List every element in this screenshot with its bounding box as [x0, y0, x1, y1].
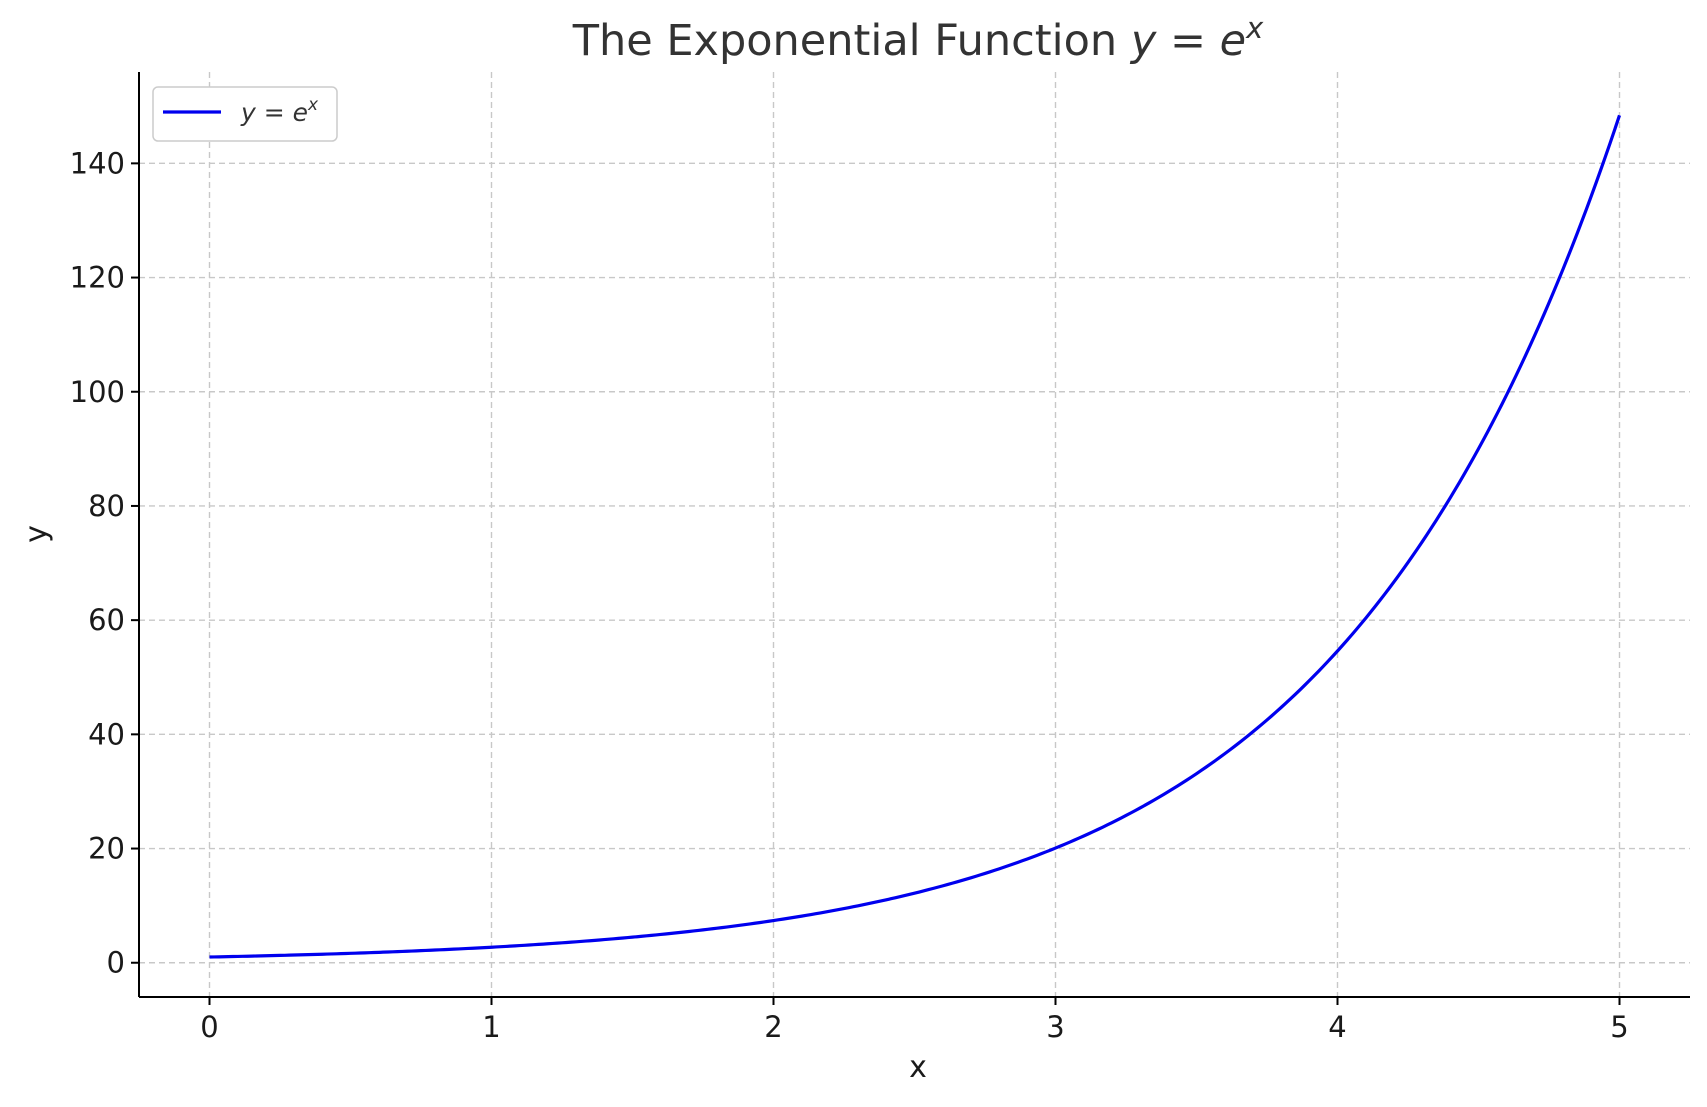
series-line-exp — [209, 114, 1622, 959]
chart-title-prefix: The Exponential Function — [572, 16, 1131, 66]
legend: y = ex — [152, 86, 338, 142]
x-tick-label-1: 1 — [482, 1010, 500, 1044]
chart-title-math-base: y = e — [1129, 16, 1246, 66]
legend-entry-label: y = ex — [240, 95, 319, 127]
x-tick-label-5: 5 — [1610, 1010, 1628, 1044]
y-tick-label-5: 100 — [70, 375, 125, 409]
y-axis-label: y — [19, 525, 54, 543]
legend-entry-base: y = e — [240, 98, 308, 127]
y-tick-label-4: 80 — [88, 489, 125, 523]
x-tick-label-3: 3 — [1046, 1010, 1064, 1044]
x-tick-label-2: 2 — [764, 1010, 782, 1044]
chart-title-math-exp: x — [1245, 11, 1264, 45]
x-axis-label: x — [909, 1050, 927, 1085]
y-tick-label-6: 120 — [70, 261, 125, 295]
ticks-layer: 0 1 2 3 4 5 0 20 40 60 80 100 120 140 — [70, 146, 1629, 1044]
series-layer — [209, 114, 1622, 959]
grid-layer — [139, 72, 1690, 997]
legend-box — [152, 86, 338, 142]
chart-title: The Exponential Function y = ex — [572, 11, 1264, 66]
y-tick-label-3: 60 — [88, 603, 125, 637]
x-tick-label-4: 4 — [1328, 1010, 1346, 1044]
x-tick-label-0: 0 — [200, 1010, 218, 1044]
y-tick-label-0: 0 — [107, 946, 125, 980]
y-tick-label-7: 140 — [70, 146, 125, 180]
legend-entry-exp: x — [307, 95, 319, 115]
y-tick-label-2: 40 — [88, 717, 125, 751]
y-tick-label-1: 20 — [88, 832, 125, 866]
axes-layer — [138, 72, 1690, 998]
